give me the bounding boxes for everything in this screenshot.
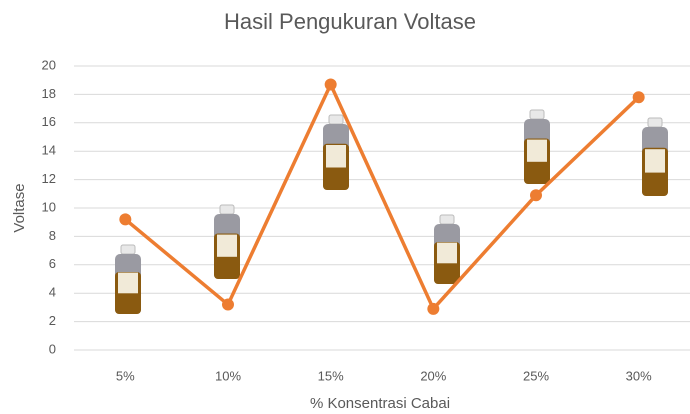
- marker: [633, 91, 645, 103]
- chart-title: Hasil Pengukuran Voltase: [224, 9, 476, 34]
- marker: [119, 213, 131, 225]
- x-tick-label: 10%: [215, 368, 241, 383]
- y-axis-title: Voltase: [11, 183, 28, 232]
- bottle-image: [115, 245, 141, 314]
- marker: [222, 299, 234, 311]
- y-tick-label: 20: [42, 57, 56, 72]
- bottle-cap: [530, 110, 544, 119]
- y-tick-label: 10: [42, 199, 56, 214]
- bottle-label: [527, 140, 547, 162]
- bottle-image: [642, 118, 668, 196]
- y-tick-label: 0: [49, 341, 56, 356]
- bottle-label: [437, 243, 457, 264]
- bottle-image: [434, 215, 460, 284]
- y-tick-label: 2: [49, 313, 56, 328]
- marker: [427, 303, 439, 315]
- bottle-label: [326, 145, 346, 168]
- y-tick-label: 14: [42, 143, 56, 158]
- x-tick-label: 5%: [116, 368, 135, 383]
- bottle-cap: [648, 118, 662, 127]
- y-tick-label: 8: [49, 228, 56, 243]
- bottle-label: [217, 235, 237, 257]
- x-tick-label: 25%: [523, 368, 549, 383]
- y-tick-label: 18: [42, 86, 56, 101]
- marker: [530, 189, 542, 201]
- y-tick-label: 16: [42, 114, 56, 129]
- bottle-cap: [440, 215, 454, 224]
- y-tick-label: 12: [42, 171, 56, 186]
- y-tick-label: 4: [49, 285, 56, 300]
- y-tick-label: 6: [49, 256, 56, 271]
- bottle-label: [118, 273, 138, 294]
- line: [125, 84, 638, 308]
- bottle-image: [214, 205, 240, 279]
- x-tick-label: 15%: [318, 368, 344, 383]
- bottle-image: [524, 110, 550, 184]
- x-tick-label: 20%: [420, 368, 446, 383]
- x-tick-label: 30%: [626, 368, 652, 383]
- chart: Hasil Pengukuran Voltase % Konsentrasi C…: [0, 0, 690, 414]
- bottle-cap: [121, 245, 135, 254]
- bottle-label: [645, 149, 665, 172]
- marker: [325, 78, 337, 90]
- x-axis-title: % Konsentrasi Cabai: [310, 395, 450, 412]
- bottle-cap: [220, 205, 234, 214]
- bottle-image: [323, 115, 349, 190]
- bottle-cap: [329, 115, 343, 124]
